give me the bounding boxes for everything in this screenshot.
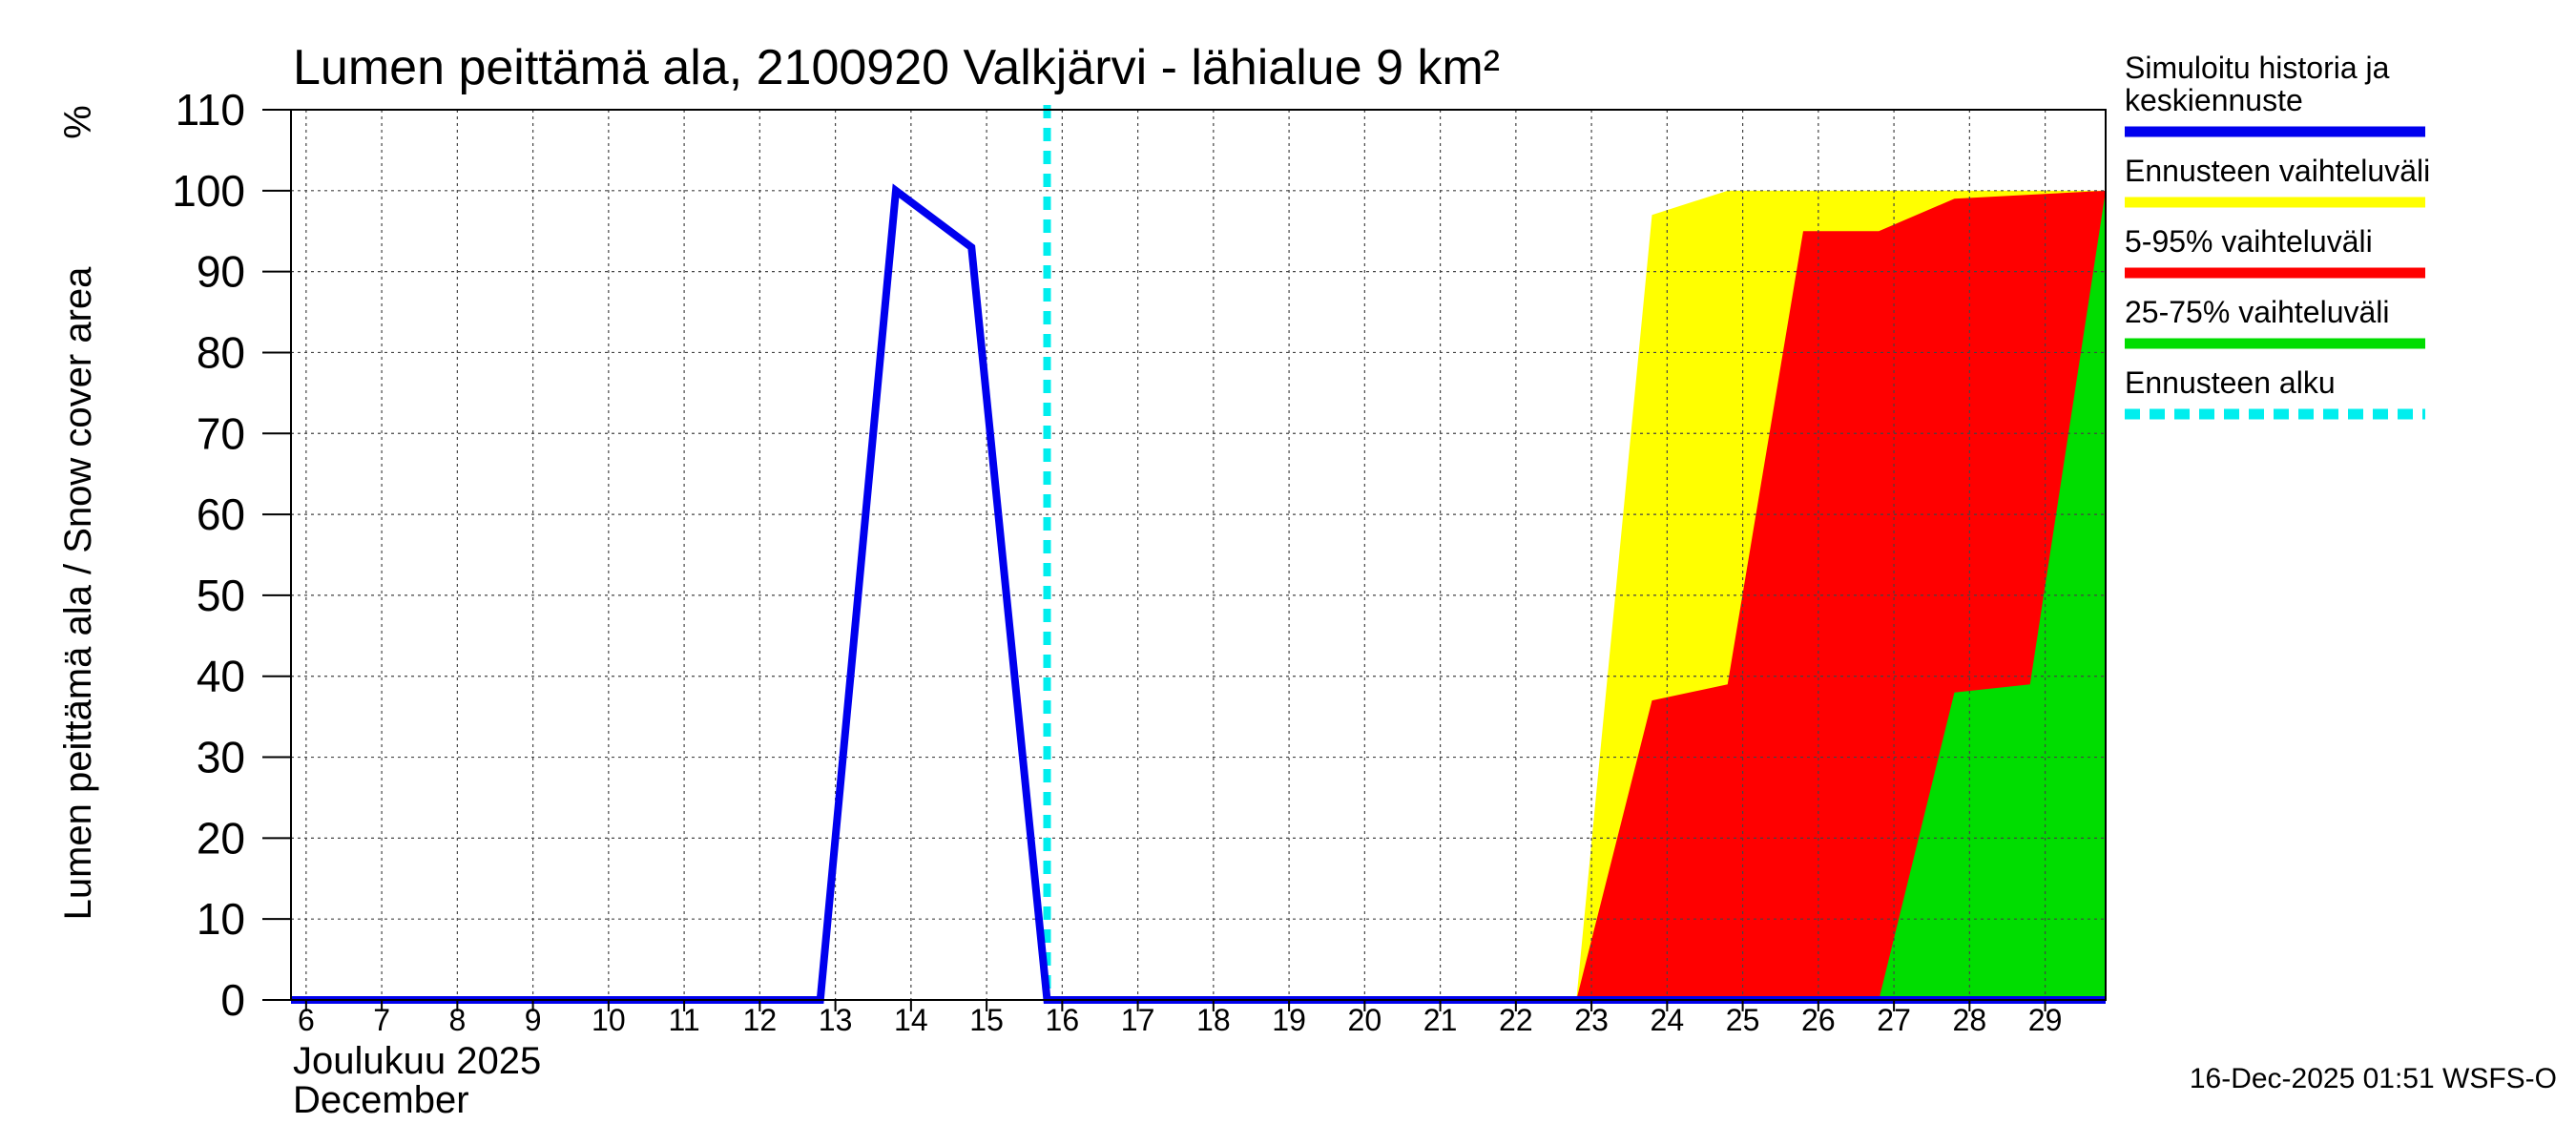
plot-frame — [290, 109, 2107, 1001]
x-tick-label-8: 8 — [448, 1003, 466, 1037]
y-tick-label-80: 80 — [197, 327, 245, 377]
x-axis-ticks: 6 7 8 9 10 11 12 13 14 15 16 17 18 19 20 21 22 23 24 25 26 27… — [298, 1000, 2062, 1037]
x-tick-label-9: 9 — [525, 1003, 542, 1037]
footer-timestamp: 16-Dec-2025 01:51 WSFS-O — [2190, 1063, 2557, 1094]
y-tick-label-70: 70 — [197, 408, 245, 458]
band-2 — [1047, 190, 2106, 1000]
y-tick-label-30: 30 — [197, 733, 245, 782]
x-tick-label-27: 27 — [1877, 1003, 1911, 1037]
x-tick-label-6: 6 — [298, 1003, 315, 1037]
x-tick-label-20: 20 — [1348, 1003, 1382, 1037]
x-tick-label-14: 14 — [894, 1003, 928, 1037]
chart-title: Lumen peittämä ala, 2100920 Valkjärvi - … — [293, 40, 1500, 95]
x-axis-month-fi: Joulukuu 2025 — [293, 1040, 541, 1082]
y-tick-label-50: 50 — [197, 571, 245, 620]
y-tick-label-20: 20 — [197, 813, 245, 863]
x-axis-month-en: December — [293, 1079, 469, 1121]
y-axis-unit: % — [57, 105, 99, 139]
x-tick-label-29: 29 — [2028, 1003, 2063, 1037]
y-tick-label-0: 0 — [220, 975, 245, 1025]
x-tick-label-12: 12 — [743, 1003, 778, 1037]
legend-label-1-0: Ennusteen vaihteluväli — [2125, 154, 2430, 188]
x-tick-label-22: 22 — [1499, 1003, 1533, 1037]
x-tick-label-24: 24 — [1651, 1003, 1685, 1037]
x-tick-label-7: 7 — [373, 1003, 390, 1037]
x-tick-label-25: 25 — [1726, 1003, 1760, 1037]
x-tick-label-13: 13 — [819, 1003, 853, 1037]
x-tick-label-10: 10 — [592, 1003, 626, 1037]
x-tick-label-26: 26 — [1801, 1003, 1836, 1037]
y-tick-label-60: 60 — [197, 489, 245, 539]
x-tick-label-21: 21 — [1423, 1003, 1458, 1037]
plot-border — [290, 109, 2107, 1001]
x-tick-label-15: 15 — [969, 1003, 1004, 1037]
y-tick-label-10: 10 — [197, 894, 245, 944]
y-tick-label-110: 110 — [176, 85, 245, 135]
y-axis-ticks: 0 10 20 30 40 50 60 70 80 90 100 110 — [172, 85, 291, 1025]
x-tick-label-18: 18 — [1196, 1003, 1231, 1037]
legend-label-2-0: 5-95% vaihteluväli — [2125, 224, 2373, 259]
x-tick-label-19: 19 — [1272, 1003, 1306, 1037]
x-tick-label-23: 23 — [1574, 1003, 1609, 1037]
forecast-bands — [1047, 190, 2106, 1000]
x-tick-label-17: 17 — [1121, 1003, 1155, 1037]
y-axis-label: Lumen peittämä ala / Snow cover area — [57, 266, 99, 921]
legend-label-4-0: Ennusteen alku — [2125, 365, 2336, 400]
band-1 — [1047, 190, 2106, 1000]
x-tick-label-11: 11 — [668, 1003, 699, 1037]
y-tick-label-100: 100 — [172, 166, 245, 216]
x-tick-label-28: 28 — [1953, 1003, 1987, 1037]
legend-label-0-0: Simuloitu historia ja — [2125, 51, 2390, 85]
legend-label-0-1: keskiennuste — [2125, 83, 2303, 117]
legend-label-3-0: 25-75% vaihteluväli — [2125, 295, 2390, 329]
y-tick-label-90: 90 — [197, 247, 245, 297]
x-tick-label-16: 16 — [1046, 1003, 1080, 1037]
y-tick-label-40: 40 — [197, 652, 245, 701]
